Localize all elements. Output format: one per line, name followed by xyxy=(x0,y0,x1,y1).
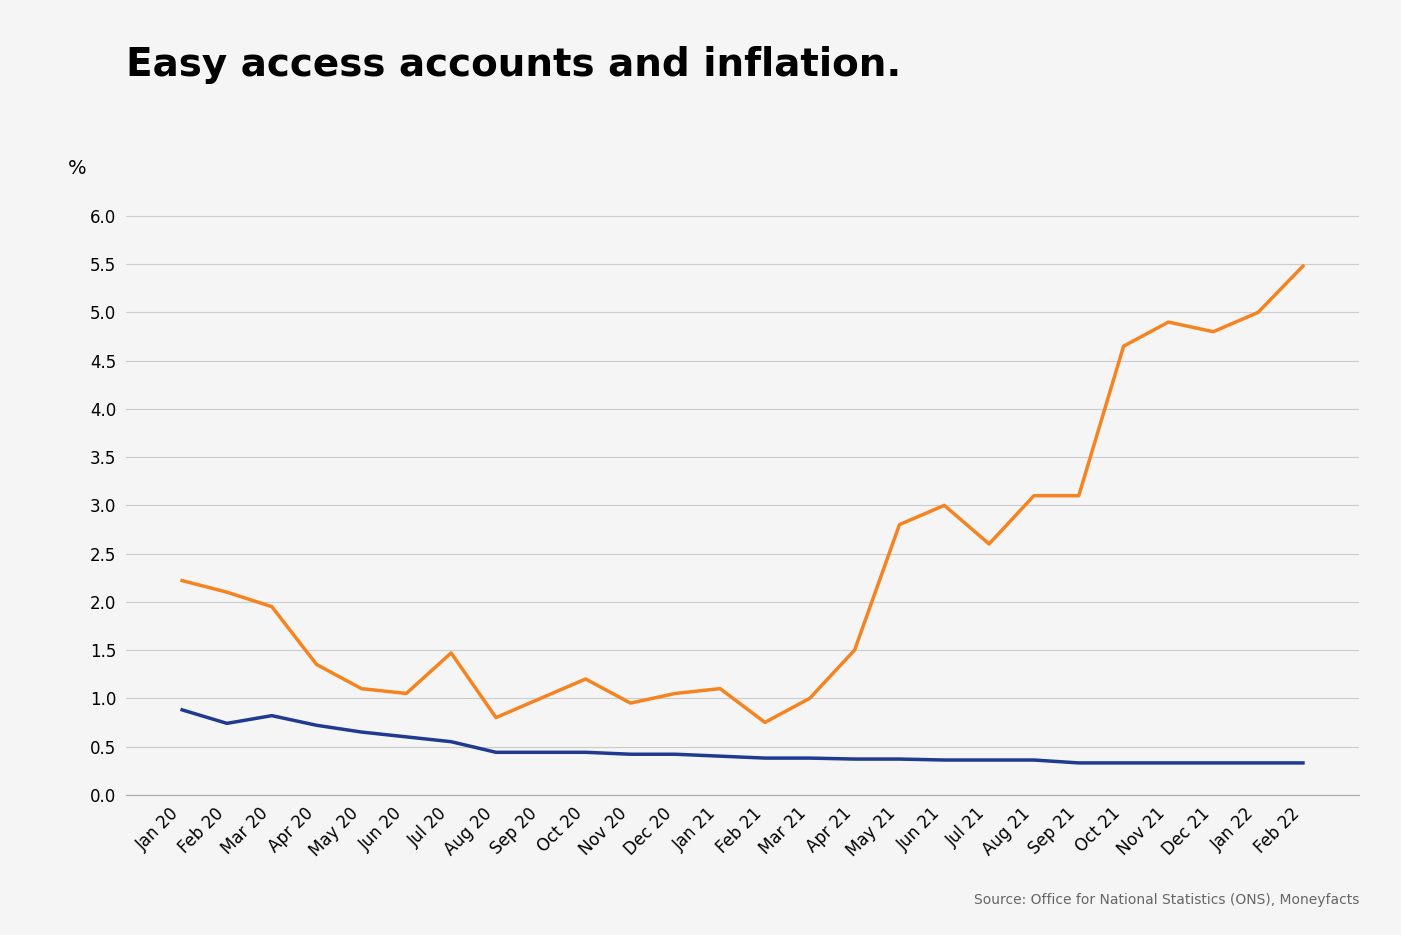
CPIH Inflation (%) xyxy=(891,519,908,530)
Average easy access account rate xyxy=(936,755,953,766)
CPIH Inflation (%) xyxy=(1295,261,1311,272)
CPIH Inflation (%) xyxy=(712,683,729,695)
CPIH Inflation (%) xyxy=(398,688,415,699)
Average easy access account rate xyxy=(1115,757,1132,769)
CPIH Inflation (%) xyxy=(846,644,863,655)
Average easy access account rate xyxy=(622,749,639,760)
Line: Average easy access account rate: Average easy access account rate xyxy=(182,710,1303,763)
Average easy access account rate xyxy=(846,754,863,765)
CPIH Inflation (%) xyxy=(981,539,998,550)
Average easy access account rate xyxy=(1250,757,1267,769)
CPIH Inflation (%) xyxy=(936,499,953,511)
CPIH Inflation (%) xyxy=(801,693,818,704)
CPIH Inflation (%) xyxy=(1026,490,1042,501)
Average easy access account rate xyxy=(891,754,908,765)
CPIH Inflation (%) xyxy=(308,659,325,670)
CPIH Inflation (%) xyxy=(174,575,191,586)
Average easy access account rate xyxy=(488,747,504,758)
CPIH Inflation (%) xyxy=(577,673,594,684)
Average easy access account rate xyxy=(174,704,191,715)
Average easy access account rate xyxy=(981,755,998,766)
Average easy access account rate xyxy=(1160,757,1177,769)
Text: %: % xyxy=(67,159,87,178)
CPIH Inflation (%) xyxy=(1205,326,1222,338)
Average easy access account rate xyxy=(801,753,818,764)
CPIH Inflation (%) xyxy=(263,601,280,612)
CPIH Inflation (%) xyxy=(757,717,773,728)
Average easy access account rate xyxy=(353,726,370,738)
CPIH Inflation (%) xyxy=(443,647,460,658)
Average easy access account rate xyxy=(308,720,325,731)
Average easy access account rate xyxy=(667,749,684,760)
CPIH Inflation (%) xyxy=(622,698,639,709)
Average easy access account rate xyxy=(1026,755,1042,766)
Text: Source: Office for National Statistics (ONS), Moneyfacts: Source: Office for National Statistics (… xyxy=(974,893,1359,907)
Average easy access account rate xyxy=(1070,757,1087,769)
CPIH Inflation (%) xyxy=(1070,490,1087,501)
CPIH Inflation (%) xyxy=(1160,316,1177,327)
Average easy access account rate xyxy=(263,710,280,721)
CPIH Inflation (%) xyxy=(667,688,684,699)
Average easy access account rate xyxy=(398,731,415,742)
Average easy access account rate xyxy=(443,736,460,747)
Average easy access account rate xyxy=(1205,757,1222,769)
Average easy access account rate xyxy=(577,747,594,758)
CPIH Inflation (%) xyxy=(1250,307,1267,318)
Average easy access account rate xyxy=(712,751,729,762)
CPIH Inflation (%) xyxy=(488,712,504,723)
CPIH Inflation (%) xyxy=(532,693,549,704)
Average easy access account rate xyxy=(1295,757,1311,769)
Average easy access account rate xyxy=(219,718,235,729)
Text: Easy access accounts and inflation.: Easy access accounts and inflation. xyxy=(126,47,901,84)
Line: CPIH Inflation (%): CPIH Inflation (%) xyxy=(182,266,1303,723)
CPIH Inflation (%) xyxy=(219,586,235,597)
CPIH Inflation (%) xyxy=(1115,340,1132,352)
Average easy access account rate xyxy=(532,747,549,758)
CPIH Inflation (%) xyxy=(353,683,370,695)
Average easy access account rate xyxy=(757,753,773,764)
